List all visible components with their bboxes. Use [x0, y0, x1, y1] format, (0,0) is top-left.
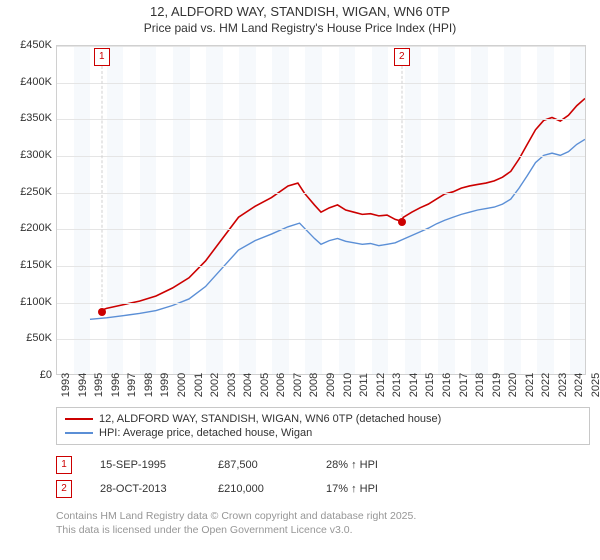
legend-item: HPI: Average price, detached house, Wiga… — [65, 426, 581, 440]
x-tick-label: 2006 — [271, 373, 287, 397]
x-tick-label: 2025 — [586, 373, 600, 397]
x-tick-label: 2022 — [536, 373, 552, 397]
grid-line-h — [57, 339, 585, 340]
x-tick-label: 2013 — [387, 373, 403, 397]
chart-title-sub: Price paid vs. HM Land Registry's House … — [0, 21, 600, 35]
grid-line-h — [57, 193, 585, 194]
sale-marker-point — [98, 308, 106, 316]
x-tick-label: 2005 — [255, 373, 271, 397]
y-tick-label: £400K — [10, 76, 52, 88]
sale-date: 15-SEP-1995 — [100, 459, 190, 471]
footer-line1: Contains HM Land Registry data © Crown c… — [56, 509, 590, 523]
x-tick-label: 1998 — [139, 373, 155, 397]
x-tick-label: 2008 — [304, 373, 320, 397]
sale-marker-point — [398, 218, 406, 226]
sale-price: £87,500 — [218, 459, 298, 471]
sale-flag: 2 — [56, 480, 72, 498]
x-tick-label: 1996 — [106, 373, 122, 397]
sale-delta: 17% ↑ HPI — [326, 483, 406, 495]
x-tick-label: 2001 — [189, 373, 205, 397]
legend-item: 12, ALDFORD WAY, STANDISH, WIGAN, WN6 0T… — [65, 412, 581, 426]
chart-container: £0 £50K £100K £150K £200K £250K £300K £350K £400… — [10, 41, 590, 401]
legend-label: 12, ALDFORD WAY, STANDISH, WIGAN, WN6 0T… — [99, 413, 441, 425]
y-tick-label: £300K — [10, 149, 52, 161]
sale-price: £210,000 — [218, 483, 298, 495]
x-tick-label: 2003 — [222, 373, 238, 397]
x-tick-label: 2012 — [371, 373, 387, 397]
x-tick-label: 1999 — [155, 373, 171, 397]
legend-swatch — [65, 418, 93, 420]
chart-lines — [57, 46, 585, 374]
footer-line2: This data is licensed under the Open Gov… — [56, 523, 590, 537]
x-tick-label: 2019 — [487, 373, 503, 397]
legend: 12, ALDFORD WAY, STANDISH, WIGAN, WN6 0T… — [56, 407, 590, 445]
x-tick-label: 2021 — [520, 373, 536, 397]
sale-delta: 28% ↑ HPI — [326, 459, 406, 471]
sale-marker-flag: 1 — [94, 48, 110, 66]
y-tick-label: £150K — [10, 259, 52, 271]
x-tick-label: 1994 — [73, 373, 89, 397]
y-tick-label: £100K — [10, 296, 52, 308]
x-tick-label: 2023 — [553, 373, 569, 397]
x-tick-label: 2009 — [321, 373, 337, 397]
sale-date: 28-OCT-2013 — [100, 483, 190, 495]
grid-line-h — [57, 229, 585, 230]
y-tick-label: £200K — [10, 222, 52, 234]
y-tick-label: £350K — [10, 112, 52, 124]
x-tick-label: 2007 — [288, 373, 304, 397]
grid-line-h — [57, 156, 585, 157]
y-tick-label: £50K — [10, 332, 52, 344]
plot-area: 12 — [56, 45, 586, 375]
x-tick-label: 2002 — [205, 373, 221, 397]
sale-row: 1 15-SEP-1995 £87,500 28% ↑ HPI — [56, 453, 590, 477]
sale-marker-flag: 2 — [394, 48, 410, 66]
sale-flag: 1 — [56, 456, 72, 474]
x-tick-label: 2011 — [354, 373, 370, 397]
x-tick-label: 1995 — [89, 373, 105, 397]
y-tick-label: £250K — [10, 186, 52, 198]
legend-swatch — [65, 432, 93, 434]
x-tick-label: 2018 — [470, 373, 486, 397]
x-tick-label: 2010 — [338, 373, 354, 397]
grid-line-h — [57, 119, 585, 120]
x-tick-label: 2015 — [420, 373, 436, 397]
series-line — [102, 98, 585, 310]
sales-table: 1 15-SEP-1995 £87,500 28% ↑ HPI 2 28-OCT-2013… — [56, 453, 590, 501]
x-tick-label: 2014 — [404, 373, 420, 397]
chart-title-main: 12, ALDFORD WAY, STANDISH, WIGAN, WN6 0T… — [0, 4, 600, 19]
grid-line-h — [57, 83, 585, 84]
chart-title-block: 12, ALDFORD WAY, STANDISH, WIGAN, WN6 0T… — [0, 0, 600, 35]
y-tick-label: £450K — [10, 39, 52, 51]
legend-label: HPI: Average price, detached house, Wiga… — [99, 427, 312, 439]
footer-attribution: Contains HM Land Registry data © Crown c… — [56, 509, 590, 537]
x-tick-label: 2017 — [454, 373, 470, 397]
grid-line-h — [57, 46, 585, 47]
x-tick-label: 2020 — [503, 373, 519, 397]
x-tick-label: 1993 — [56, 373, 72, 397]
x-tick-label: 2016 — [437, 373, 453, 397]
x-tick-label: 2000 — [172, 373, 188, 397]
sale-marker-line — [101, 66, 102, 312]
x-tick-label: 2024 — [569, 373, 585, 397]
sale-marker-line — [401, 66, 402, 222]
x-tick-label: 2004 — [238, 373, 254, 397]
grid-line-h — [57, 303, 585, 304]
grid-line-h — [57, 266, 585, 267]
sale-row: 2 28-OCT-2013 £210,000 17% ↑ HPI — [56, 477, 590, 501]
x-tick-label: 1997 — [122, 373, 138, 397]
y-tick-label: £0 — [10, 369, 52, 381]
